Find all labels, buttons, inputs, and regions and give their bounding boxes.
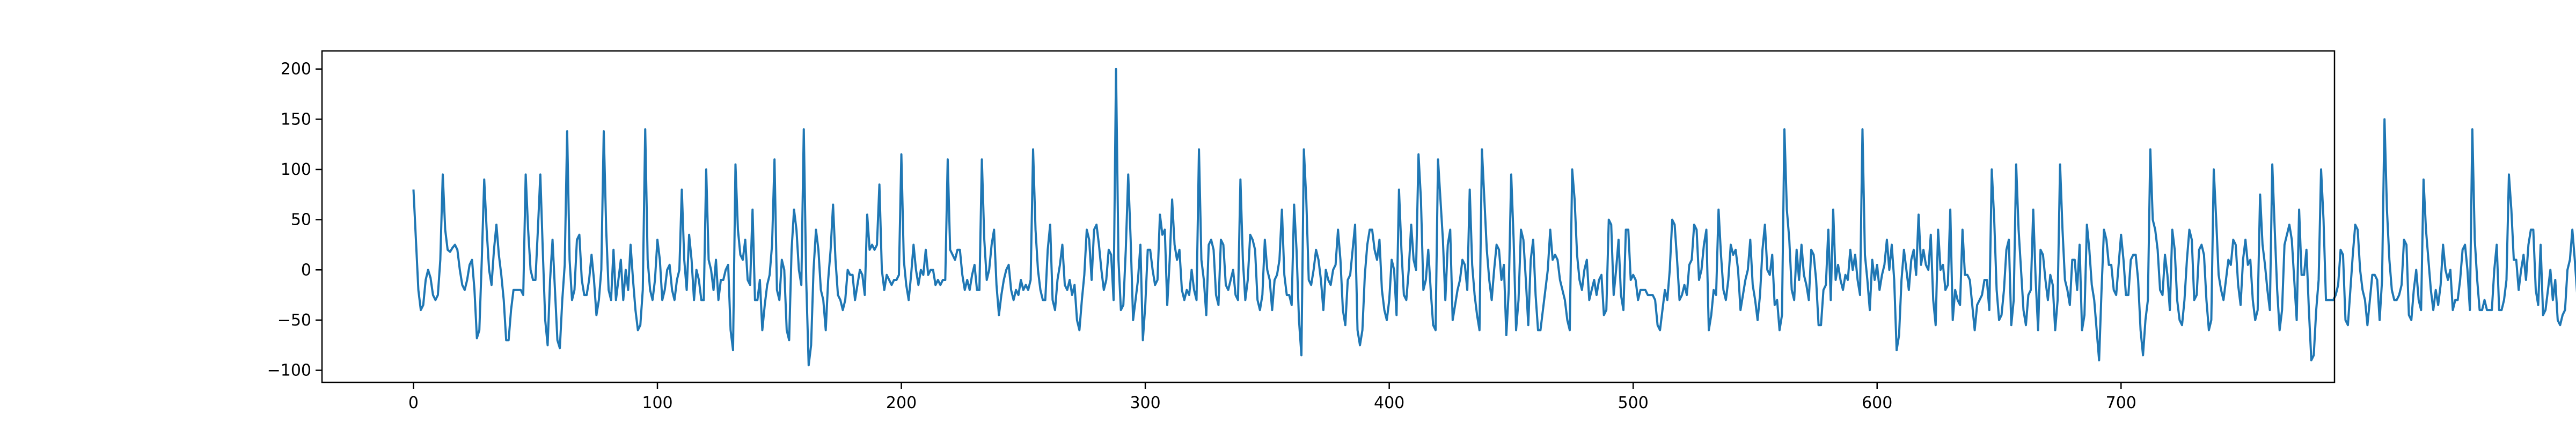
x-tick-label: 200	[886, 394, 917, 412]
y-tick-label: 100	[281, 160, 311, 179]
axes-frame	[321, 50, 2336, 383]
x-tick-label: 100	[642, 394, 672, 412]
y-tick-label: −100	[267, 361, 311, 380]
y-tick-label: 200	[281, 60, 311, 79]
plot-area	[412, 68, 2576, 367]
x-tick-label: 0	[408, 394, 419, 412]
x-tick-label: 500	[1618, 394, 1649, 412]
x-tick-label: 300	[1130, 394, 1160, 412]
y-tick-label: 0	[301, 261, 311, 279]
series-line-0	[412, 68, 2576, 367]
y-axis: −100 −50 0 50 100 150 200	[267, 60, 322, 380]
x-axis: 0 100 200 300 400 500 600 700	[408, 382, 2136, 412]
y-tick-label: 150	[281, 110, 311, 129]
x-tick-label: 400	[1374, 394, 1404, 412]
x-tick-label: 600	[1862, 394, 1892, 412]
y-tick-label: 50	[291, 211, 311, 230]
y-tick-label: −50	[277, 311, 311, 330]
x-tick-label: 700	[2106, 394, 2136, 412]
